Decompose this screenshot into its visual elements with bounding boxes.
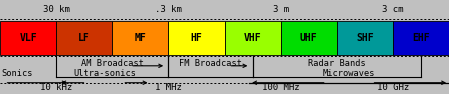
Text: MF: MF (134, 33, 146, 43)
Text: 3 cm: 3 cm (382, 5, 404, 14)
Text: 100 MHz: 100 MHz (262, 83, 299, 92)
Text: 10 GHz: 10 GHz (377, 83, 409, 92)
Text: Microwaves: Microwaves (323, 69, 375, 78)
Text: FM Broadcast: FM Broadcast (179, 59, 242, 68)
Bar (337, 21, 393, 55)
Text: 10 kHz: 10 kHz (40, 83, 72, 92)
Text: 30 km: 30 km (43, 5, 70, 14)
Text: VLF: VLF (19, 33, 37, 43)
Bar (112, 21, 168, 55)
Text: VHF: VHF (244, 33, 261, 43)
Text: HF: HF (190, 33, 202, 43)
Text: SHF: SHF (356, 33, 374, 43)
Bar (281, 21, 337, 55)
Bar (393, 21, 449, 55)
Text: 1 MHz: 1 MHz (155, 83, 182, 92)
Text: UHF: UHF (300, 33, 317, 43)
Text: Radar Bands: Radar Bands (308, 59, 365, 68)
Text: Ultra-sonics: Ultra-sonics (73, 69, 136, 78)
Text: .3 km: .3 km (155, 5, 182, 14)
Text: 3 m: 3 m (273, 5, 289, 14)
Text: LF: LF (78, 33, 90, 43)
Bar (224, 21, 281, 55)
Text: Sonics: Sonics (1, 69, 32, 78)
Bar (0, 21, 56, 55)
Text: AM Broadcast: AM Broadcast (81, 59, 144, 68)
Text: EHF: EHF (412, 33, 430, 43)
Bar (56, 21, 112, 55)
Bar (168, 21, 224, 55)
